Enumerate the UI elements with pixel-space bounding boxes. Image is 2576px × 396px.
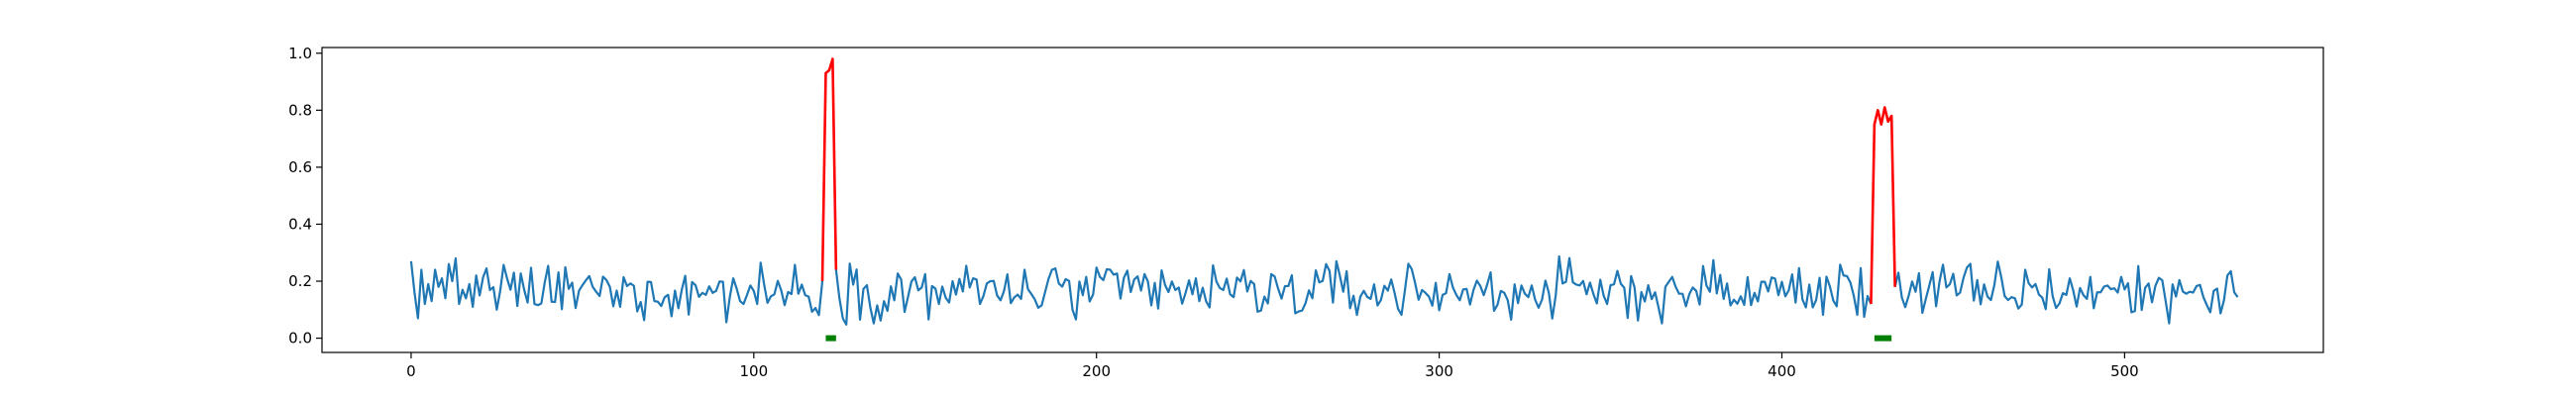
x-axis: 0 100 200 300 400 500	[406, 352, 2139, 380]
y-tick-label-0: 0.0	[288, 330, 312, 347]
y-tick-label-4: 0.8	[288, 101, 312, 119]
x-tick-label-4: 400	[1768, 362, 1796, 380]
y-tick-label-2: 0.4	[288, 215, 312, 233]
x-tick-label-1: 100	[740, 362, 769, 380]
x-tick-label-0: 0	[406, 362, 416, 380]
plot-area	[409, 57, 2239, 342]
series-line-blue-2	[1893, 260, 2239, 325]
axes-frame	[321, 47, 2324, 353]
anomaly-line-1	[1870, 106, 1896, 305]
x-tick-label-3: 300	[1425, 362, 1453, 380]
series-line-blue-0	[409, 256, 824, 324]
y-tick-label-3: 0.6	[288, 158, 312, 176]
y-tick-label-5: 1.0	[288, 45, 312, 62]
anomaly-line-0	[820, 57, 838, 282]
x-tick-label-5: 500	[2110, 362, 2139, 380]
series-line-blue-1	[834, 254, 1873, 326]
y-tick-label-1: 0.2	[288, 272, 312, 290]
x-tick-label-2: 200	[1082, 362, 1111, 380]
y-axis: 0.0 0.2 0.4 0.6 0.8 1.0	[288, 45, 322, 347]
